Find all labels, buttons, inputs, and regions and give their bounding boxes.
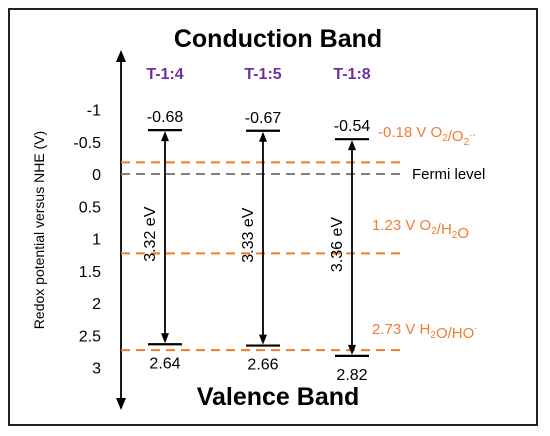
- y-tick-label: 0.5: [79, 199, 101, 216]
- vb-value-label: 2.82: [336, 367, 367, 384]
- vb-value-label: 2.66: [247, 357, 278, 374]
- y-axis-label: Redox potential versus NHE (V): [31, 131, 47, 329]
- arrow-head-up-icon: [259, 131, 267, 142]
- sample-band-2: T-1:5 -0.67 2.66 3.33 eV: [240, 66, 282, 374]
- figure-frame: [8, 8, 538, 426]
- y-tick-label: -0.5: [73, 135, 101, 152]
- y-tick-label: 1.5: [79, 264, 101, 281]
- sample-name: T-1:5: [244, 66, 281, 83]
- cb-value-label: -0.67: [245, 110, 282, 127]
- y-tick-label: 2.5: [79, 328, 101, 345]
- band-gap-label: 3.33 eV: [240, 207, 257, 262]
- reference-label: Fermi level: [412, 166, 485, 183]
- sample-band-3: T-1:8 -0.54 2.82 3.36 eV: [329, 66, 371, 384]
- y-tick-labels: -1 -0.5 0 0.5 1 1.5 2 2.5 3: [73, 103, 101, 378]
- y-tick-label: 3: [92, 361, 101, 378]
- cb-value-label: -0.54: [334, 118, 371, 135]
- cb-value-label: -0.68: [147, 109, 184, 126]
- reference-label: 2.73 V H2O/HO·: [372, 321, 478, 342]
- band-gap-label: 3.36 eV: [329, 217, 346, 272]
- band-gap-label: 3.32 eV: [142, 206, 159, 261]
- arrow-head-up-icon: [161, 131, 169, 142]
- sample-bands: T-1:4 -0.68 2.64 3.32 eV T-1:5 -0.67 2.66 3.33 …: [142, 66, 371, 384]
- reference-lines: -0.18 V O2/O2·- Fermi level 1.23 V O2/H2O 2…: [121, 124, 485, 352]
- arrow-head-down-icon: [348, 344, 356, 355]
- arrow-head-down-icon: [161, 333, 169, 344]
- arrow-head-down-icon: [259, 334, 267, 345]
- axis-arrow-down-icon: [116, 398, 126, 410]
- y-tick-label: 2: [92, 296, 101, 313]
- y-tick-label: 1: [92, 232, 101, 249]
- y-tick-label: 0: [92, 167, 101, 184]
- sample-band-1: T-1:4 -0.68 2.64 3.32 eV: [142, 66, 184, 372]
- axis-arrow-up-icon: [116, 50, 126, 62]
- sample-name: T-1:4: [146, 66, 183, 83]
- y-axis: [116, 50, 126, 410]
- reference-label: -0.18 V O2/O2·-: [378, 124, 476, 148]
- conduction-band-title: Conduction Band: [174, 25, 382, 53]
- reference-label: 1.23 V O2/H2O: [372, 217, 469, 242]
- vb-value-label: 2.64: [149, 355, 180, 372]
- y-tick-label: -1: [87, 103, 101, 120]
- sample-name: T-1:8: [333, 66, 370, 83]
- valence-band-title: Valence Band: [197, 383, 360, 411]
- arrow-head-up-icon: [348, 140, 356, 151]
